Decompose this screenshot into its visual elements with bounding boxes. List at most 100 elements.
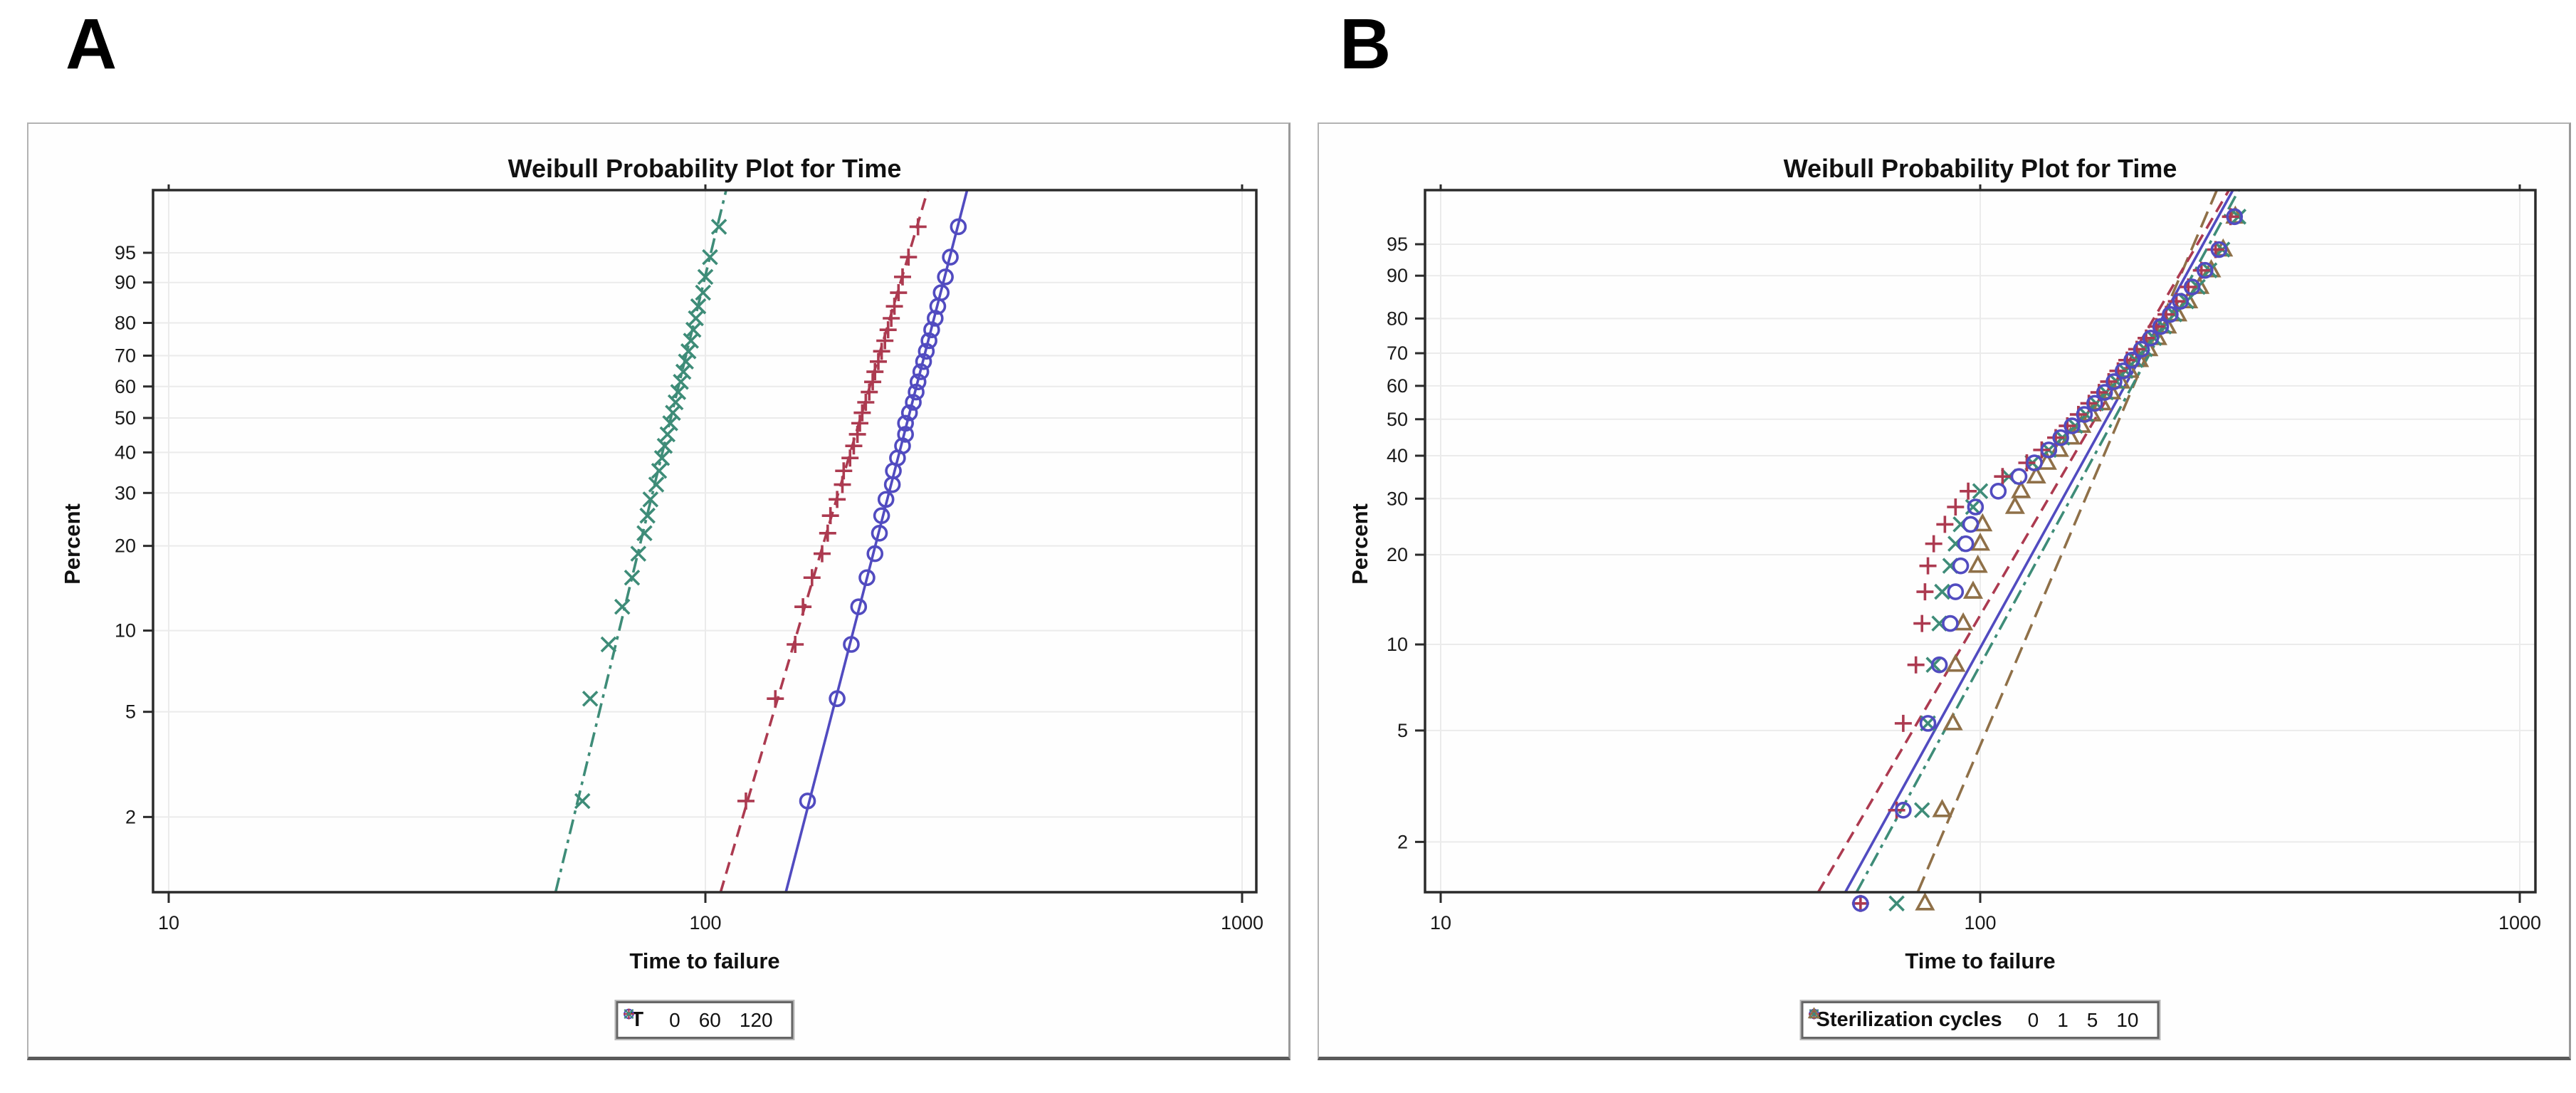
triangle-marker-icon (1807, 1007, 1821, 1019)
series-120 (574, 219, 727, 810)
data-point-marker (845, 437, 863, 455)
data-point-marker (667, 394, 684, 411)
data-point-marker (1925, 535, 1942, 553)
fit-line-0 (784, 190, 969, 892)
data-point-marker (950, 218, 967, 236)
data-point-marker (688, 310, 704, 327)
data-point-marker (737, 792, 755, 810)
data-point-marker (2172, 293, 2189, 310)
data-point-marker (656, 437, 673, 454)
data-point-marker (877, 491, 895, 508)
data-point-marker (857, 394, 875, 412)
data-point-marker (829, 491, 846, 508)
data-point-marker (670, 384, 687, 400)
data-point-marker (894, 437, 911, 454)
data-point-marker (2133, 340, 2150, 358)
data-point-marker (864, 373, 882, 391)
y-tick-label: 30 (1387, 488, 1408, 509)
panel-b: 2 5 10 20 30 40 50 60 70 80 90 95 10 100 1000 Weibull … (1318, 122, 2571, 1060)
data-point-marker (1947, 583, 1965, 600)
x-tick-label: 10 (158, 912, 179, 934)
y-tick-label: 60 (115, 376, 136, 397)
data-point-marker (893, 268, 911, 286)
legend-item-5: 5 (1809, 1008, 2098, 1032)
data-point-marker (2086, 394, 2103, 412)
legend-entry-label: 0 (2027, 1008, 2039, 1031)
data-point-marker (858, 569, 876, 587)
y-axis-title: Percent (1347, 503, 1372, 585)
data-point-marker (1953, 612, 1974, 631)
y-tick-label: 40 (115, 441, 136, 463)
data-point-marker (835, 462, 853, 480)
data-point-marker (2226, 208, 2244, 226)
data-point-marker (1895, 801, 1912, 819)
data-point-marker (2197, 261, 2214, 279)
data-point-marker (942, 249, 959, 266)
data-point-marker (1925, 657, 1942, 673)
y-tick-label: 20 (115, 535, 136, 557)
data-point-marker (1945, 653, 1966, 672)
data-point-marker (1970, 532, 1991, 551)
x-axis-title: Time to failure (1905, 948, 2056, 973)
data-point-marker (1989, 482, 2007, 500)
y-tick-label: 80 (115, 312, 136, 333)
series-0 (1852, 208, 2244, 912)
y-axis-title: Percent (60, 503, 85, 585)
data-point-marker (1942, 712, 1963, 731)
legend-entry-label: 60 (698, 1008, 721, 1031)
data-point-marker (690, 298, 707, 315)
legend-item-0: 0 (1809, 1008, 2039, 1032)
legend-entry-label: 5 (2086, 1008, 2098, 1031)
legend-item-60: 60 (623, 1008, 721, 1032)
data-point-marker (909, 218, 927, 236)
x-tick-label: 1000 (2498, 912, 2541, 934)
data-point-marker (1957, 535, 1975, 553)
legend-entry-label: 0 (669, 1008, 680, 1031)
data-point-marker (2123, 351, 2140, 369)
data-point-marker (2026, 454, 2043, 471)
x-marker-icon (624, 1009, 634, 1019)
y-tick-label: 20 (1387, 544, 1408, 565)
data-point-marker (702, 249, 718, 266)
legend-title: Sterilization cycles (1816, 1008, 2002, 1031)
data-point-marker (582, 690, 599, 707)
data-point-marker (1952, 557, 1970, 575)
axis-ticks (1415, 184, 2521, 903)
data-point-marker (905, 394, 922, 411)
data-point-marker (1965, 498, 1982, 516)
legend-entry-label: 120 (739, 1008, 773, 1031)
data-point-marker (1894, 714, 1912, 732)
legend-item-120: 120 (624, 1008, 773, 1032)
legend: T 0 60 120 (614, 1000, 795, 1040)
data-point-marker (848, 425, 866, 443)
data-point-marker (873, 507, 890, 524)
data-point-marker (1913, 615, 1931, 632)
data-point-marker (850, 598, 868, 615)
fit-line-1 (1817, 190, 2230, 892)
series-60 (737, 218, 927, 810)
data-point-marker (900, 249, 918, 266)
data-point-marker (866, 545, 884, 563)
x-tick-label: 100 (1964, 912, 1996, 934)
axis-ticks (143, 184, 1244, 903)
data-point-marker (873, 342, 890, 360)
data-point-marker (673, 374, 689, 390)
data-point-marker (1936, 516, 1954, 533)
plot-title: Weibull Probability Plot for Time (508, 154, 902, 183)
data-point-marker (1942, 615, 1959, 632)
data-point-marker (651, 462, 668, 479)
data-point-marker (630, 545, 647, 562)
y-tick-label: 95 (1387, 234, 1408, 255)
fit-line-10 (1916, 190, 2219, 892)
weibull-plot-b: 2 5 10 20 30 40 50 60 70 80 90 95 10 100 1000 (1387, 184, 2541, 934)
y-tick-label: 5 (125, 701, 136, 723)
data-point-marker (1994, 468, 2012, 486)
data-point-marker (871, 524, 888, 542)
data-point-marker (1919, 557, 1937, 575)
data-point-marker (574, 793, 591, 810)
data-point-marker (642, 491, 659, 508)
data-point-marker (1932, 799, 1952, 817)
data-point-marker (1915, 892, 1935, 911)
data-point-marker (1930, 656, 1948, 674)
data-point-marker (885, 298, 903, 315)
